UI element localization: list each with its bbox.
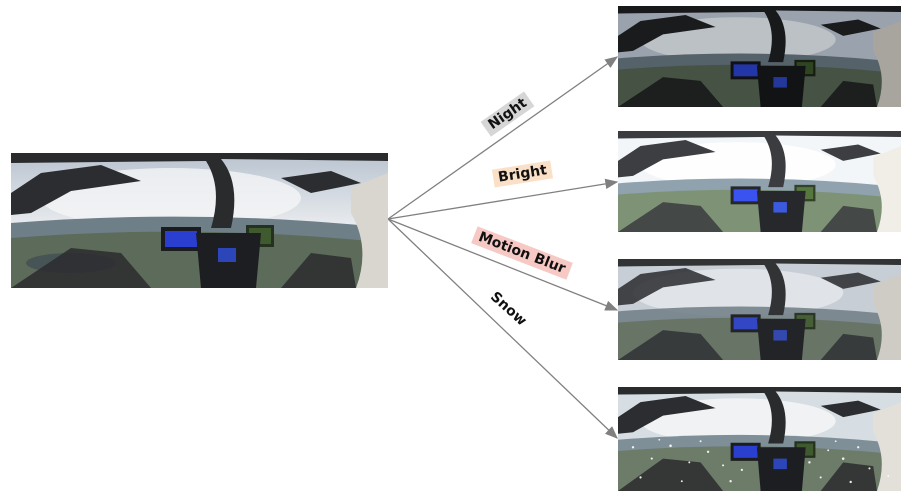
arrow-snow: [387, 218, 618, 439]
source-cockpit-image: [11, 153, 388, 288]
motion-blur-augmented-image: [618, 259, 901, 360]
arrow-bright: [387, 178, 619, 220]
arrow-motion-blur: [387, 218, 619, 311]
arrow-night: [387, 56, 619, 220]
snow-augmented-image: [618, 387, 901, 491]
night-augmented-image: [618, 6, 901, 107]
bright-augmented-image: [618, 131, 901, 232]
